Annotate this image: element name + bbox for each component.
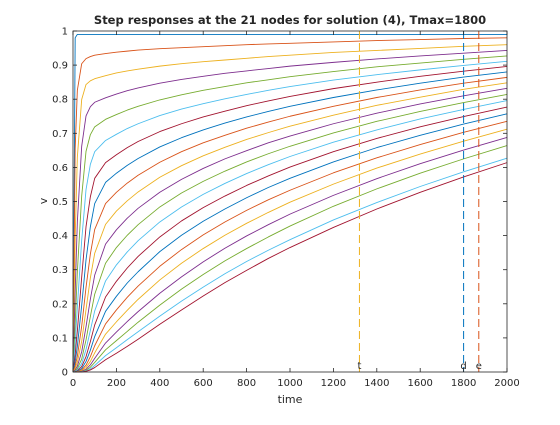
y-tick-label: 0 xyxy=(62,368,68,379)
series-line-16 xyxy=(73,120,508,373)
y-tick-label: 0.4 xyxy=(52,231,68,242)
marker-label-d: d xyxy=(460,361,466,372)
x-tick-label: 200 xyxy=(107,378,126,389)
series-line-12 xyxy=(72,93,508,373)
y-tick-label: 0.3 xyxy=(52,265,68,276)
series-line-5 xyxy=(72,55,508,373)
x-tick-label: 1000 xyxy=(277,378,302,389)
series-line-15 xyxy=(73,113,508,373)
x-tick-label: 2000 xyxy=(494,378,519,389)
x-tick-label: 600 xyxy=(194,378,213,389)
series-line-11 xyxy=(72,87,508,373)
x-tick-label: 1600 xyxy=(407,378,432,389)
series-line-3 xyxy=(72,44,508,373)
y-tick-label: 0.1 xyxy=(52,333,68,344)
y-tick-label: 0.8 xyxy=(52,95,68,106)
series-layer xyxy=(72,33,508,373)
series-line-18 xyxy=(73,136,508,373)
y-tick-label: 1 xyxy=(62,27,68,38)
series-line-21 xyxy=(73,162,508,373)
x-tick-label: 400 xyxy=(150,378,169,389)
marker-label-t: t xyxy=(357,361,361,372)
y-tick-label: 0.9 xyxy=(52,61,68,72)
series-line-9 xyxy=(72,76,508,373)
y-tick-label: 0.2 xyxy=(52,299,68,310)
series-line-17 xyxy=(73,128,508,373)
x-tick-label: 1800 xyxy=(451,378,476,389)
series-line-13 xyxy=(72,100,508,373)
series-line-8 xyxy=(72,71,508,373)
x-tick-label: 1400 xyxy=(364,378,389,389)
tick-layer: 0 200 400 600 800 1000 1200 1400 1600 1800 2000 0 0.… xyxy=(52,27,520,390)
y-tick-label: 0.7 xyxy=(52,129,68,140)
series-line-14 xyxy=(72,106,508,373)
plot-area-frame xyxy=(72,30,508,373)
y-tick-label: 0.5 xyxy=(52,197,68,208)
marker-label-e: e xyxy=(476,361,482,372)
x-axis-label: time xyxy=(278,393,303,406)
series-line-6 xyxy=(72,60,508,373)
y-axis-label: v xyxy=(37,197,50,204)
x-tick-label: 1200 xyxy=(321,378,346,389)
series-line-1 xyxy=(72,33,507,373)
x-tick-label: 0 xyxy=(70,378,76,389)
series-line-4 xyxy=(72,49,508,373)
chart-title: Step responses at the 21 nodes for solut… xyxy=(94,13,486,27)
series-line-10 xyxy=(72,82,508,373)
y-tick-label: 0.6 xyxy=(52,163,68,174)
series-line-7 xyxy=(72,66,508,373)
series-line-2 xyxy=(72,37,508,373)
x-tick-label: 800 xyxy=(237,378,256,389)
